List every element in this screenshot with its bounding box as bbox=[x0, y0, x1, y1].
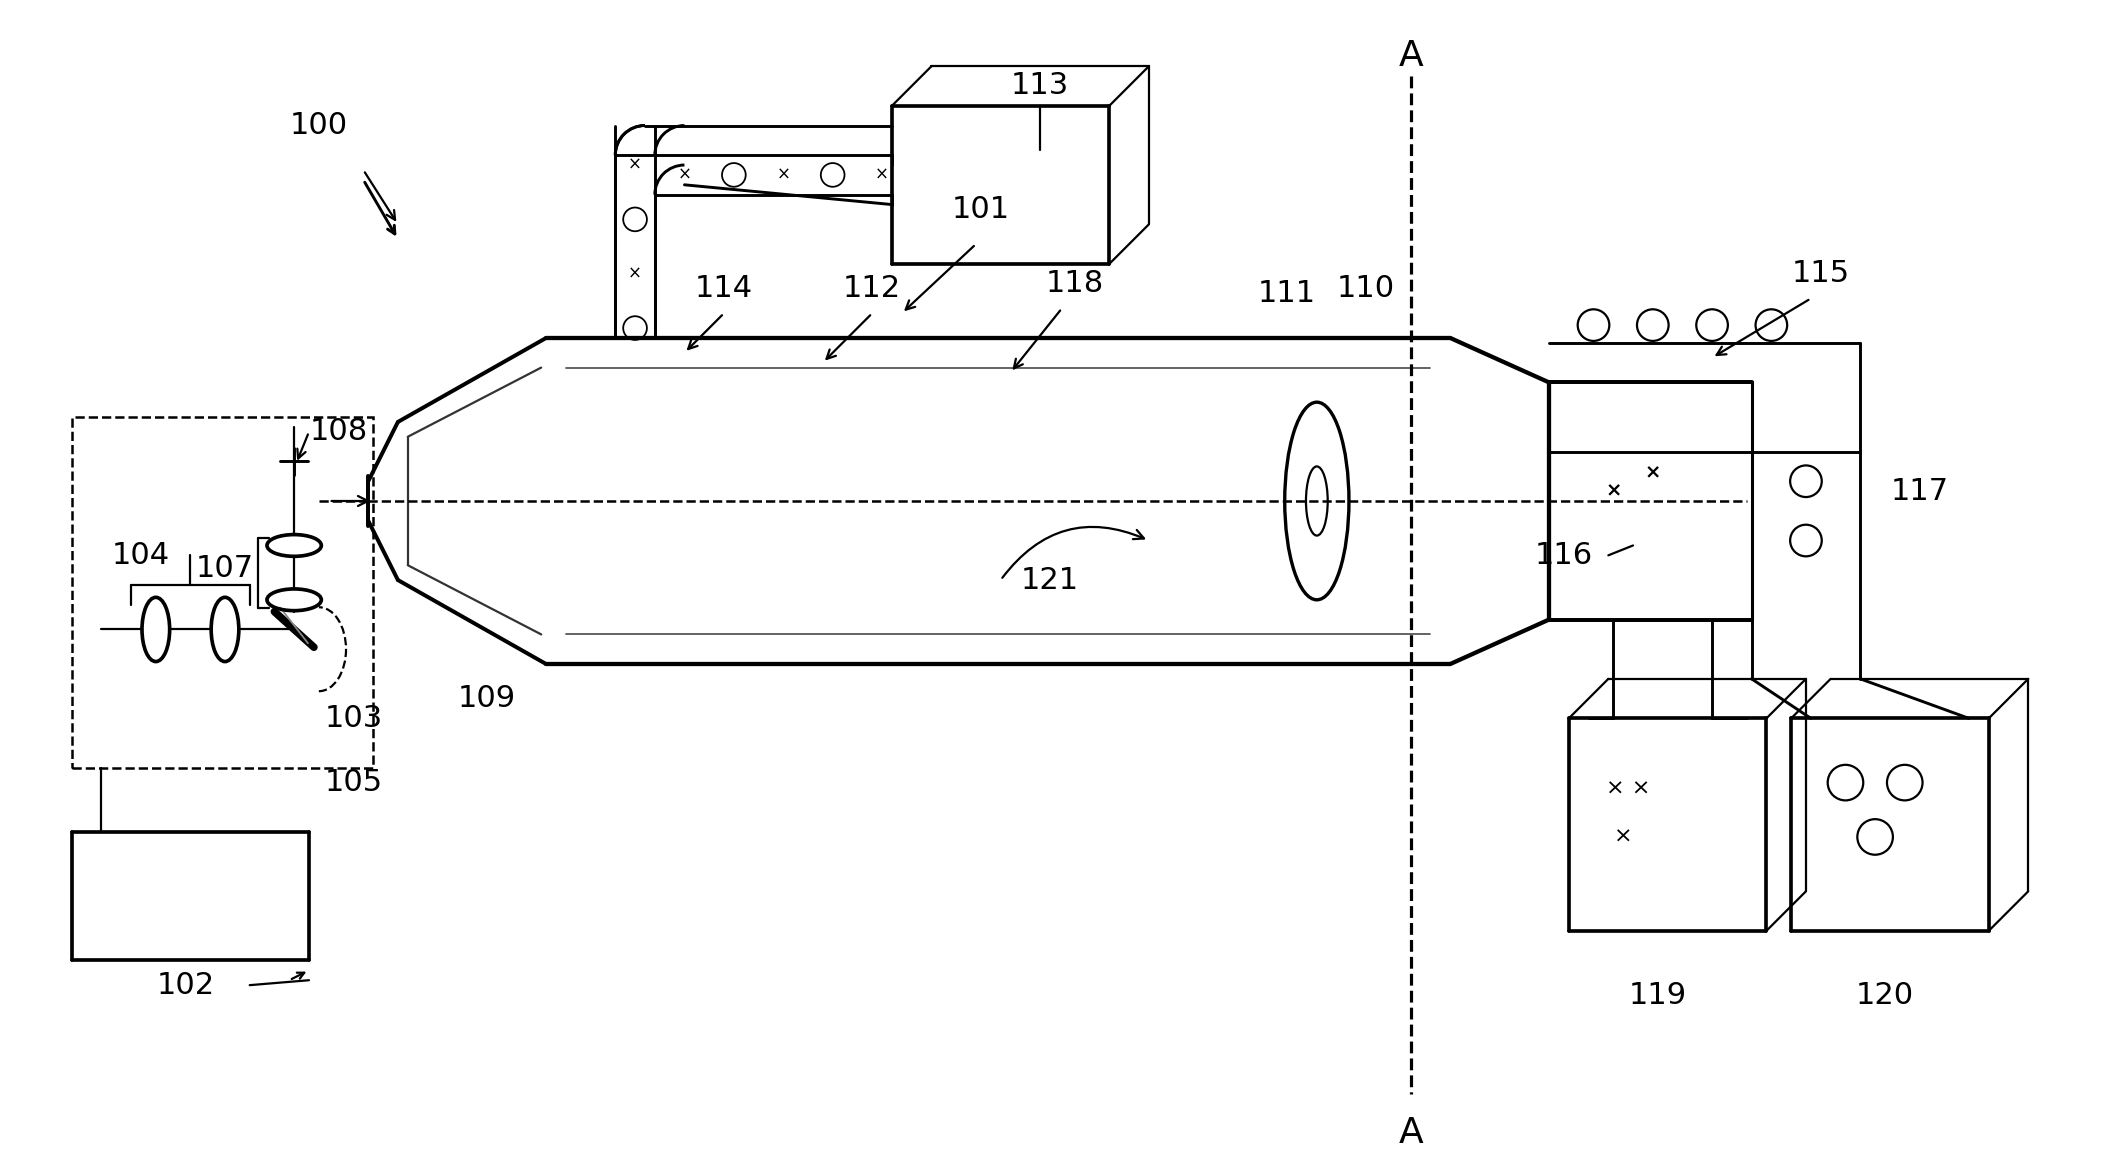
Text: A: A bbox=[1398, 1117, 1424, 1151]
Text: 105: 105 bbox=[325, 768, 382, 797]
Text: ×: × bbox=[875, 166, 890, 184]
Text: 114: 114 bbox=[696, 274, 753, 303]
Text: ×: × bbox=[776, 166, 791, 184]
Text: ×: × bbox=[1645, 463, 1662, 483]
Text: 111: 111 bbox=[1259, 279, 1316, 308]
Text: A: A bbox=[1398, 40, 1424, 74]
Text: 110: 110 bbox=[1337, 274, 1396, 303]
Text: 109: 109 bbox=[458, 684, 517, 713]
Text: 115: 115 bbox=[1793, 259, 1850, 288]
Text: 113: 113 bbox=[1010, 71, 1069, 100]
Text: 107: 107 bbox=[196, 553, 253, 582]
Text: 100: 100 bbox=[289, 111, 348, 140]
Text: 103: 103 bbox=[325, 704, 382, 733]
Text: ×: × bbox=[1613, 827, 1632, 847]
Text: 112: 112 bbox=[844, 274, 901, 303]
Text: 104: 104 bbox=[112, 540, 171, 569]
Text: 120: 120 bbox=[1856, 980, 1915, 1009]
Text: ×: × bbox=[677, 166, 692, 184]
Text: 118: 118 bbox=[1046, 270, 1103, 298]
Text: × ×: × × bbox=[1605, 777, 1649, 797]
Bar bbox=[72, 417, 373, 768]
Text: 102: 102 bbox=[156, 971, 215, 1000]
FancyArrowPatch shape bbox=[1002, 527, 1143, 578]
Text: ×: × bbox=[628, 265, 641, 282]
Text: 119: 119 bbox=[1628, 980, 1687, 1009]
Text: ×: × bbox=[1605, 482, 1622, 501]
Text: 121: 121 bbox=[1021, 566, 1080, 594]
Text: ×: × bbox=[628, 156, 641, 174]
Text: 101: 101 bbox=[951, 195, 1010, 224]
Text: 116: 116 bbox=[1535, 540, 1592, 569]
Text: 117: 117 bbox=[1890, 476, 1949, 505]
Text: 108: 108 bbox=[310, 418, 367, 446]
